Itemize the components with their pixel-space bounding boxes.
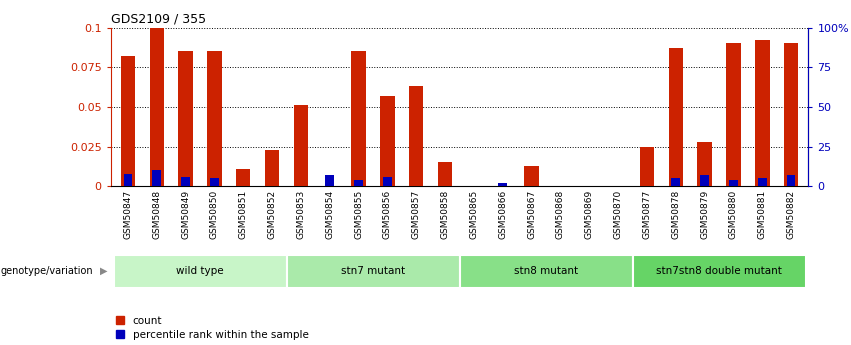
Bar: [755, 40, 769, 186]
Text: GSM50852: GSM50852: [267, 189, 277, 239]
Bar: [438, 162, 453, 186]
Text: GSM50848: GSM50848: [152, 189, 162, 239]
Text: GSM50847: GSM50847: [123, 189, 133, 239]
Bar: [640, 147, 654, 186]
Text: GSM50865: GSM50865: [470, 189, 478, 239]
Text: ▶: ▶: [100, 266, 107, 276]
Text: GSM50858: GSM50858: [441, 189, 449, 239]
Legend: count, percentile rank within the sample: count, percentile rank within the sample: [116, 316, 308, 340]
Bar: [524, 166, 539, 186]
Bar: [669, 48, 683, 186]
Bar: [499, 183, 507, 186]
Text: wild type: wild type: [176, 266, 224, 276]
Text: GSM50850: GSM50850: [210, 189, 219, 239]
FancyBboxPatch shape: [287, 255, 460, 288]
FancyBboxPatch shape: [632, 255, 806, 288]
Text: stn8 mutant: stn8 mutant: [514, 266, 578, 276]
Bar: [758, 178, 767, 186]
Text: genotype/variation: genotype/variation: [1, 266, 94, 276]
Bar: [210, 178, 219, 186]
Bar: [784, 43, 798, 186]
Bar: [787, 175, 796, 186]
Bar: [179, 51, 193, 186]
Text: GSM50869: GSM50869: [585, 189, 594, 239]
Text: stn7 mutant: stn7 mutant: [341, 266, 405, 276]
Text: GSM50881: GSM50881: [757, 189, 767, 239]
Text: GSM50870: GSM50870: [614, 189, 623, 239]
Bar: [150, 28, 164, 186]
Bar: [123, 174, 132, 186]
Bar: [729, 180, 738, 186]
Bar: [265, 150, 279, 186]
Bar: [380, 96, 395, 186]
Bar: [726, 43, 740, 186]
Bar: [294, 105, 308, 186]
Text: GSM50854: GSM50854: [325, 189, 334, 239]
Bar: [325, 175, 334, 186]
Text: GSM50878: GSM50878: [671, 189, 680, 239]
Bar: [121, 56, 135, 186]
Bar: [700, 175, 709, 186]
Text: GSM50868: GSM50868: [556, 189, 565, 239]
Text: GSM50849: GSM50849: [181, 189, 190, 239]
FancyBboxPatch shape: [113, 255, 287, 288]
Text: GSM50853: GSM50853: [296, 189, 306, 239]
Bar: [409, 86, 424, 186]
Text: GSM50879: GSM50879: [700, 189, 709, 239]
Text: stn7stn8 double mutant: stn7stn8 double mutant: [656, 266, 782, 276]
Text: GSM50867: GSM50867: [527, 189, 536, 239]
Bar: [181, 177, 190, 186]
Bar: [152, 170, 161, 186]
Bar: [354, 180, 363, 186]
Bar: [208, 51, 221, 186]
Bar: [671, 178, 680, 186]
Text: GDS2109 / 355: GDS2109 / 355: [111, 12, 206, 25]
Bar: [698, 142, 711, 186]
Text: GSM50866: GSM50866: [499, 189, 507, 239]
FancyBboxPatch shape: [460, 255, 632, 288]
Text: GSM50857: GSM50857: [412, 189, 420, 239]
Text: GSM50880: GSM50880: [729, 189, 738, 239]
Text: GSM50856: GSM50856: [383, 189, 392, 239]
Bar: [351, 51, 366, 186]
Bar: [383, 177, 391, 186]
Bar: [236, 169, 250, 186]
Text: GSM50882: GSM50882: [786, 189, 796, 239]
Text: GSM50851: GSM50851: [239, 189, 248, 239]
Text: GSM50855: GSM50855: [354, 189, 363, 239]
Text: GSM50877: GSM50877: [643, 189, 652, 239]
